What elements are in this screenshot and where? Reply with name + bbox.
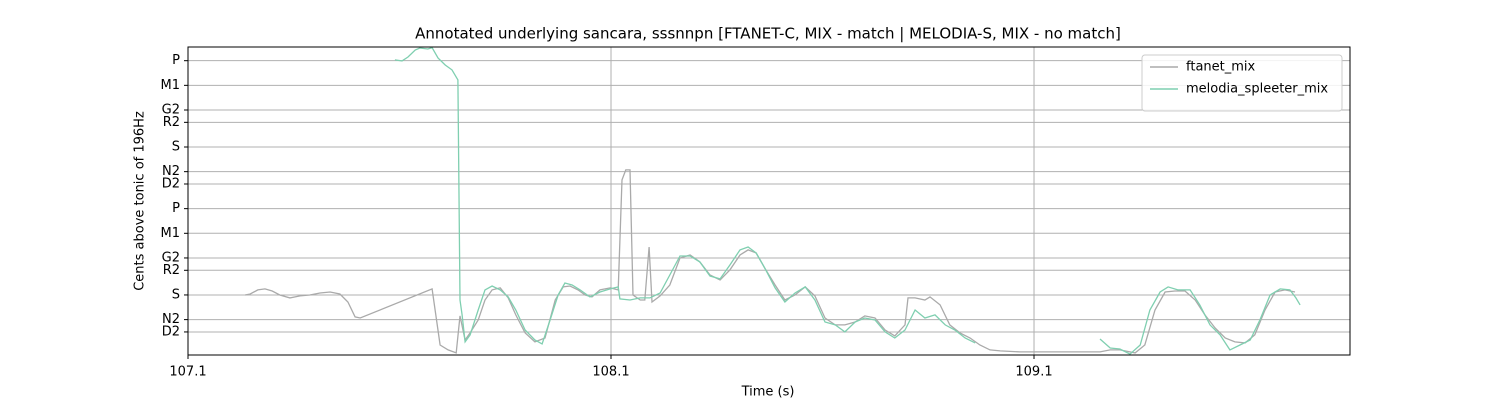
y-tick-label: D2 bbox=[162, 324, 180, 339]
x-tick-label: 107.1 bbox=[169, 365, 206, 380]
legend-box bbox=[1141, 54, 1343, 112]
y-tick-label: R2 bbox=[163, 263, 180, 278]
y-tick-label: G2 bbox=[162, 250, 180, 265]
y-tick-label: R2 bbox=[163, 115, 180, 130]
x-tick-label: 108.1 bbox=[592, 365, 629, 380]
y-tick-label: N2 bbox=[162, 164, 180, 179]
y-tick-label: S bbox=[172, 139, 180, 154]
y-tick-label: P bbox=[172, 53, 180, 68]
y-tick-label: S bbox=[172, 287, 180, 302]
series-line bbox=[1099, 286, 1301, 355]
y-tick-label: D2 bbox=[162, 176, 180, 191]
y-axis-label: Cents above tonic of 196Hz bbox=[133, 111, 148, 291]
x-axis-label: Time (s) bbox=[741, 385, 795, 400]
y-tick-label: M1 bbox=[161, 226, 181, 241]
y-tick-label: M1 bbox=[161, 78, 181, 93]
plot-frame bbox=[187, 46, 1351, 356]
legend-label: melodia_spleeter_mix bbox=[1186, 82, 1328, 97]
legend-label: ftanet_mix bbox=[1186, 60, 1256, 75]
y-tick-label: P bbox=[172, 201, 180, 216]
y-tick-label: N2 bbox=[162, 312, 180, 327]
series-line bbox=[394, 46, 976, 345]
y-tick-label: G2 bbox=[162, 103, 180, 118]
x-tick-label: 109.1 bbox=[1015, 365, 1052, 380]
chart-title: Annotated underlying sancara, sssnnpn [F… bbox=[415, 25, 1121, 43]
